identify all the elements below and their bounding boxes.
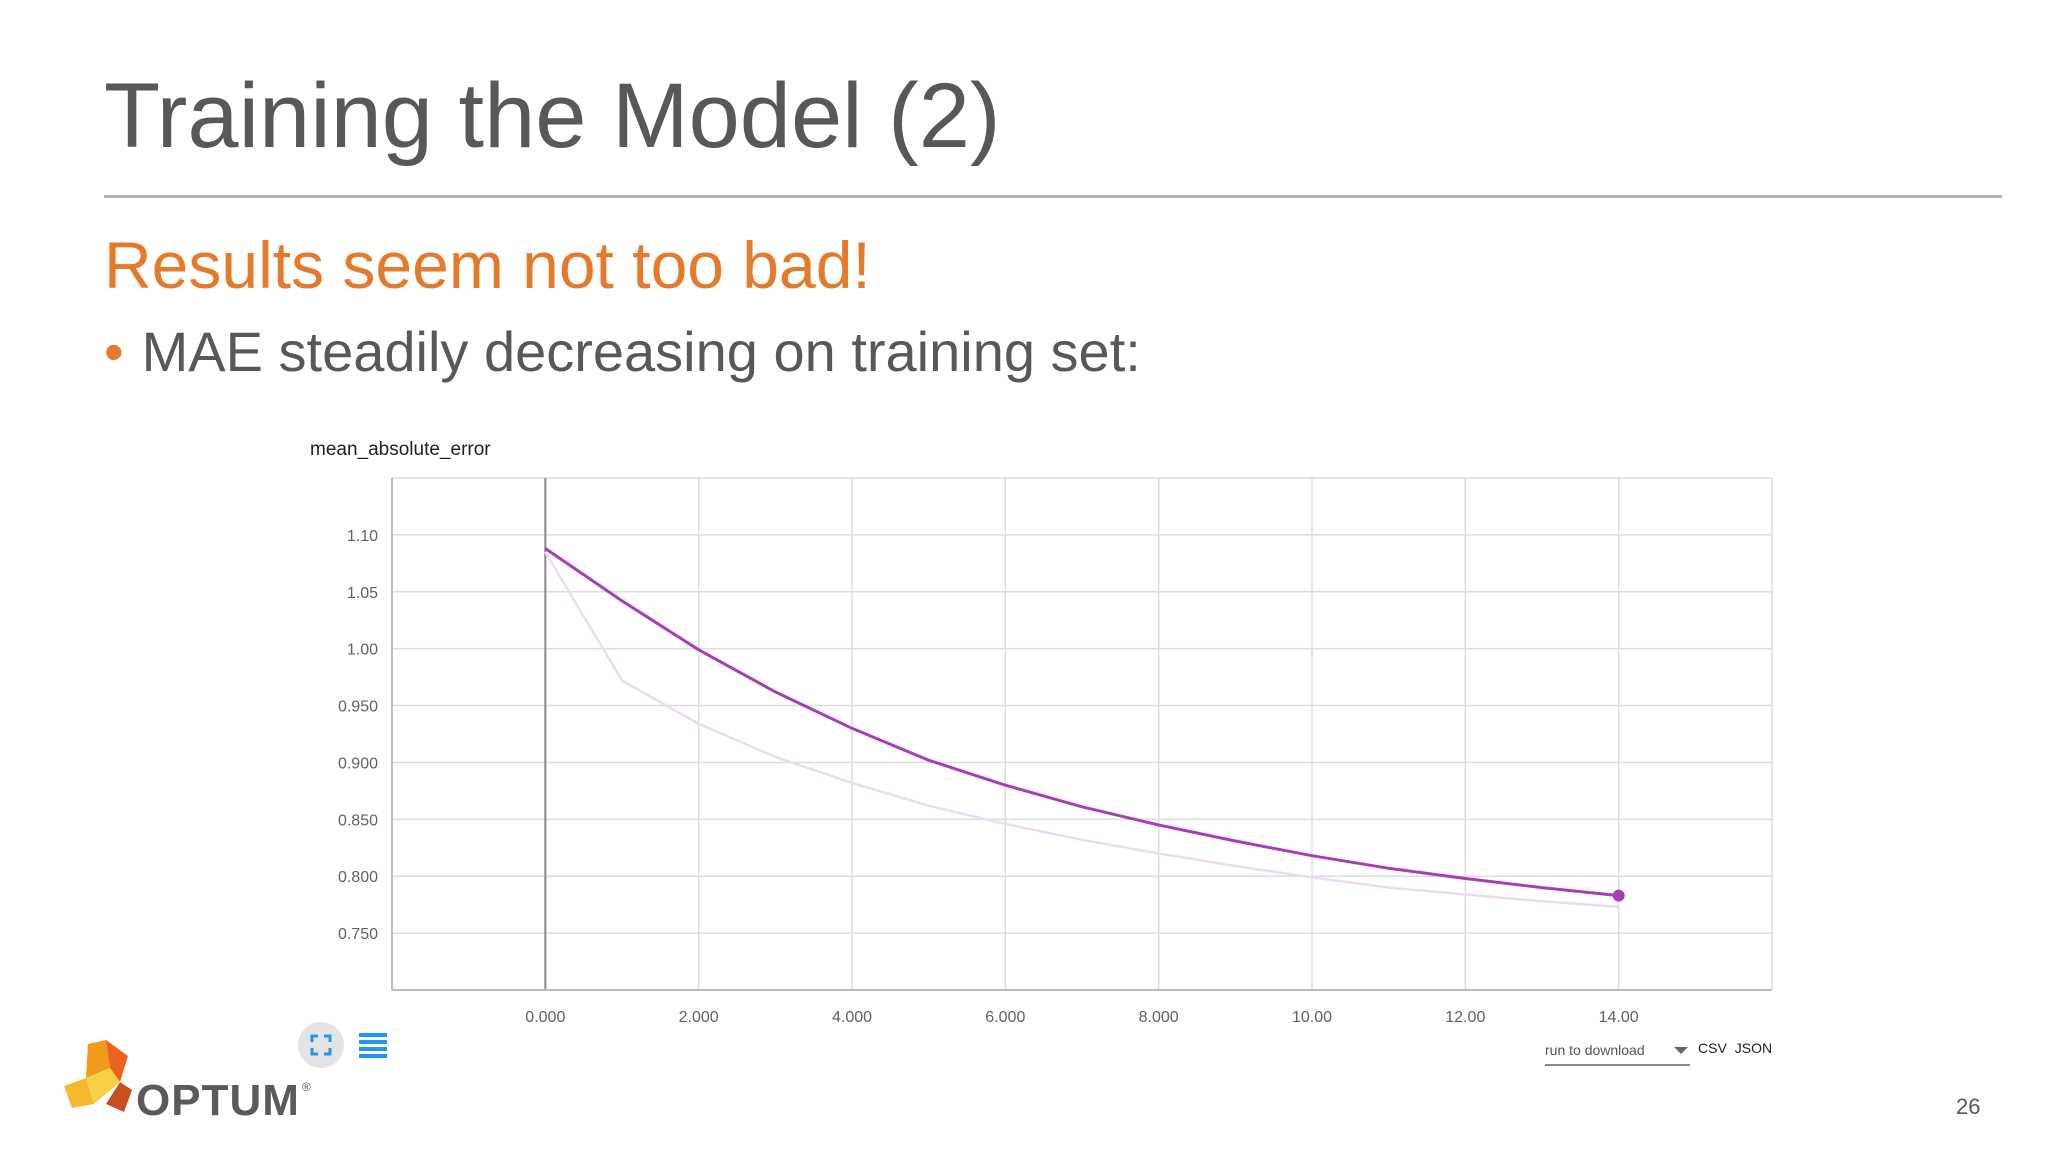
chart-axes: [391, 478, 1772, 991]
bullet-dot: •: [104, 320, 124, 383]
json-download-link[interactable]: JSON: [1734, 1040, 1773, 1056]
title-divider: [104, 195, 2002, 198]
x-tick-label: 12.00: [1445, 1009, 1485, 1026]
data-table-button[interactable]: [358, 1030, 388, 1060]
optum-logo-mark-icon: [64, 1040, 132, 1112]
y-tick-label: 0.950: [338, 699, 378, 716]
x-tick-label: 10.00: [1292, 1009, 1332, 1026]
y-tick-label: 1.05: [347, 585, 378, 602]
expand-button[interactable]: [298, 1022, 344, 1068]
list-icon: [359, 1033, 387, 1058]
x-tick-label: 6.000: [985, 1009, 1025, 1026]
slide-subtitle: Results seem not too bad!: [104, 228, 871, 302]
logo-wordmark: OPTUM: [136, 1076, 300, 1125]
chart-tick-labels: 0.000 2.000 4.000 6.000 8.000 10.00 12.00 14.00…: [338, 528, 1639, 1026]
series-line-raw: [544, 551, 1619, 909]
bullet-item: • MAE steadily decreasing on training set…: [104, 320, 1141, 384]
x-tick-label: 14.00: [1599, 1009, 1639, 1026]
csv-download-link[interactable]: CSV: [1698, 1040, 1727, 1056]
x-tick-label: 4.000: [832, 1009, 872, 1026]
logo-registered-mark: ®: [302, 1080, 311, 1094]
chevron-down-icon: [1674, 1046, 1688, 1054]
x-tick-label: 8.000: [1139, 1009, 1179, 1026]
chart-series[interactable]: [544, 547, 1625, 909]
run-select-label: run to download: [1545, 1042, 1645, 1058]
x-tick-label: 2.000: [679, 1009, 719, 1026]
y-tick-label: 0.800: [338, 869, 378, 886]
last-point-marker: [1612, 889, 1625, 902]
y-tick-label: 0.750: [338, 926, 378, 943]
series-line-smoothed: [544, 547, 1619, 898]
y-tick-label: 0.900: [338, 755, 378, 772]
optum-logo: [60, 1038, 320, 1118]
slide-title: Training the Model (2): [104, 65, 1001, 167]
download-controls: run to download CSV JSON: [1545, 1036, 1772, 1070]
run-select[interactable]: run to download: [1545, 1036, 1690, 1066]
bullet-text: MAE steadily decreasing on training set:: [141, 320, 1141, 383]
x-tick-label: 0.000: [525, 1009, 565, 1026]
y-tick-label: 1.10: [347, 528, 378, 545]
y-tick-label: 1.00: [347, 642, 378, 659]
chart-title: mean_absolute_error: [310, 439, 491, 460]
y-tick-label: 0.850: [338, 812, 378, 829]
chart-grid: [392, 477, 1773, 990]
page-number: 26: [1956, 1094, 1981, 1119]
expand-icon: [310, 1034, 332, 1056]
